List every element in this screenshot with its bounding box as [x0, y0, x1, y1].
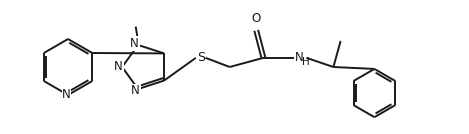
Text: N: N [295, 51, 304, 64]
Text: O: O [251, 12, 261, 25]
Text: N: N [114, 60, 123, 74]
Text: N: N [131, 84, 140, 97]
Text: H: H [302, 57, 310, 67]
Text: S: S [197, 51, 205, 64]
Text: N: N [62, 88, 70, 101]
Text: N: N [130, 37, 139, 50]
